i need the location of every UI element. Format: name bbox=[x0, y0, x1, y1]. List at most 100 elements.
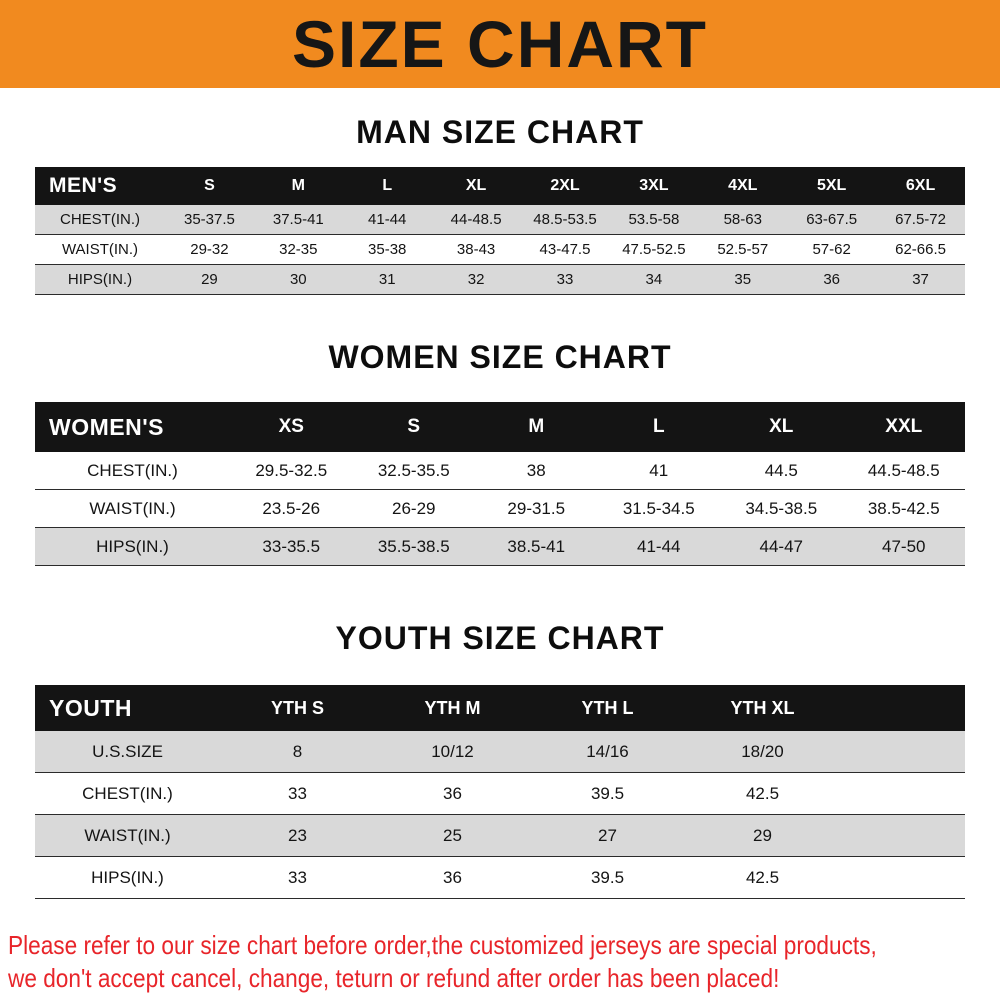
column-header: XL bbox=[769, 416, 794, 437]
table-cell: 23 bbox=[288, 825, 307, 845]
table-cell: 27 bbox=[598, 825, 617, 845]
footer-line-2: we don't accept cancel, change, teturn o… bbox=[8, 963, 780, 993]
table-cell: 30 bbox=[289, 271, 307, 288]
table-cell: 18/20 bbox=[741, 741, 784, 761]
footer-note: Please refer to our size chart before or… bbox=[0, 929, 1000, 995]
table-cell: 8 bbox=[292, 741, 303, 761]
table-cell: 10/12 bbox=[431, 741, 474, 761]
column-header: 5XL bbox=[816, 177, 847, 194]
table-cell: 32-35 bbox=[279, 241, 318, 258]
column-header: L bbox=[382, 177, 393, 194]
table-cell: 29 bbox=[753, 825, 772, 845]
table-cell: 36 bbox=[823, 271, 840, 288]
table-cell: 37.5-41 bbox=[272, 211, 324, 228]
table-cell: 36 bbox=[443, 783, 462, 803]
table-cell: 34 bbox=[645, 271, 663, 288]
table-row: WAIST(IN.) 29-32 32-35 35-38 38-43 43-47.5 47.… bbox=[35, 235, 965, 265]
column-header: 4XL bbox=[728, 177, 758, 194]
row-label: HIPS(IN.) bbox=[91, 867, 164, 887]
table-cell: 38.5-41 bbox=[507, 536, 566, 556]
table-cell: 44-47 bbox=[759, 536, 803, 556]
row-label: WAIST(IN.) bbox=[84, 825, 171, 845]
table-cell: 39.5 bbox=[590, 867, 625, 887]
table-cell: 47-50 bbox=[882, 536, 926, 556]
youth-size-table: YOUTH YTH S YTH M YTH L YTH XL U.S.SIZE 8 10/12… bbox=[35, 685, 965, 899]
table-cell: 38.5-42.5 bbox=[867, 498, 940, 518]
column-header: 2XL bbox=[550, 177, 580, 194]
table-row: CHEST(IN.) 29.5-32.5 32.5-35.5 38 41 44.5 44.5… bbox=[35, 452, 965, 490]
column-header: YTH S bbox=[270, 697, 324, 718]
row-label: CHEST(IN.) bbox=[82, 783, 173, 803]
table-cell: 52.5-57 bbox=[717, 241, 769, 258]
table-cell: 39.5 bbox=[590, 783, 625, 803]
table-cell: 26-29 bbox=[392, 498, 436, 518]
column-header: XS bbox=[278, 416, 304, 437]
table-row: WAIST(IN.) 23.5-26 26-29 29-31.5 31.5-34.5 34… bbox=[35, 490, 965, 528]
table-cell: 36 bbox=[443, 867, 462, 887]
table-cell: 33 bbox=[288, 783, 307, 803]
table-cell: 32.5-35.5 bbox=[377, 460, 450, 480]
table-cell: 41-44 bbox=[637, 536, 681, 556]
table-header-row: MEN'S S M L XL 2XL 3XL 4XL 5XL 6XL bbox=[35, 167, 965, 205]
table-cell: 57-62 bbox=[812, 241, 851, 258]
table-cell: 43-47.5 bbox=[539, 241, 591, 258]
column-header: L bbox=[652, 416, 665, 437]
column-header: YTH XL bbox=[730, 697, 795, 718]
table-cell: 47.5-52.5 bbox=[622, 241, 686, 258]
table-row: HIPS(IN.) 33-35.5 35.5-38.5 38.5-41 41-44 44-… bbox=[35, 528, 965, 566]
row-label: WAIST(IN.) bbox=[61, 241, 139, 258]
column-header: M bbox=[528, 416, 545, 437]
table-row: CHEST(IN.) 35-37.5 37.5-41 41-44 44-48.5 48.5… bbox=[35, 205, 965, 235]
table-cell: 44.5-48.5 bbox=[867, 460, 940, 480]
table-cell: 31.5-34.5 bbox=[622, 498, 695, 518]
table-cell: 34.5-38.5 bbox=[745, 498, 818, 518]
table-cell: 41 bbox=[649, 460, 669, 480]
table-header-row: WOMEN'S XS S M L XL XXL bbox=[35, 402, 965, 452]
page-title: SIZE CHART bbox=[292, 7, 708, 81]
row-label: CHEST(IN.) bbox=[60, 211, 140, 228]
table-cell: 29-31.5 bbox=[507, 498, 566, 518]
row-label: CHEST(IN.) bbox=[87, 460, 178, 480]
table-cell: 35-38 bbox=[368, 241, 407, 258]
column-header: XXL bbox=[885, 416, 923, 437]
youth-size-chart-heading: YOUTH SIZE CHART bbox=[335, 620, 665, 656]
row-label: U.S.SIZE bbox=[92, 741, 163, 761]
table-cell: 37 bbox=[912, 271, 929, 288]
table-row: HIPS(IN.) 29 30 31 32 33 34 35 36 37 bbox=[35, 265, 965, 295]
column-header: S bbox=[204, 177, 215, 194]
table-cell: 48.5-53.5 bbox=[533, 211, 597, 228]
column-header: 3XL bbox=[639, 177, 669, 194]
table-cell: 32 bbox=[467, 271, 485, 288]
table-cell: 63-67.5 bbox=[806, 211, 858, 228]
table-cell: 58-63 bbox=[723, 211, 762, 228]
table-cell: 35.5-38.5 bbox=[377, 536, 450, 556]
row-label: HIPS(IN.) bbox=[67, 271, 133, 288]
man-size-chart-heading: MAN SIZE CHART bbox=[356, 114, 644, 150]
table-cell: 35 bbox=[734, 271, 752, 288]
table-cell: 41-44 bbox=[368, 211, 407, 228]
table-row: WAIST(IN.) 23 25 27 29 bbox=[35, 815, 965, 857]
table-cell: 67.5-72 bbox=[895, 211, 946, 228]
column-header: XL bbox=[465, 177, 487, 194]
column-header: YTH M bbox=[424, 697, 481, 718]
table-cell: 29 bbox=[201, 271, 218, 288]
table-cell: 29-32 bbox=[190, 241, 229, 258]
column-header: YTH L bbox=[581, 697, 634, 718]
women-size-chart-heading: WOMEN SIZE CHART bbox=[328, 339, 672, 375]
table-cell: 38 bbox=[526, 460, 546, 480]
table-cell: 62-66.5 bbox=[895, 241, 946, 258]
table-cell: 33-35.5 bbox=[262, 536, 321, 556]
column-header: S bbox=[407, 416, 421, 437]
table-cell: 33 bbox=[556, 271, 574, 288]
table-row: CHEST(IN.) 33 36 39.5 42.5 bbox=[35, 773, 965, 815]
table-title: YOUTH bbox=[49, 694, 132, 721]
table-title: WOMEN'S bbox=[49, 413, 165, 440]
table-cell: 31 bbox=[378, 271, 396, 288]
table-title: MEN'S bbox=[49, 174, 118, 197]
footer-line-1: Please refer to our size chart before or… bbox=[8, 930, 877, 960]
table-cell: 33 bbox=[288, 867, 307, 887]
table-cell: 42.5 bbox=[745, 867, 780, 887]
column-header: M bbox=[291, 177, 305, 194]
